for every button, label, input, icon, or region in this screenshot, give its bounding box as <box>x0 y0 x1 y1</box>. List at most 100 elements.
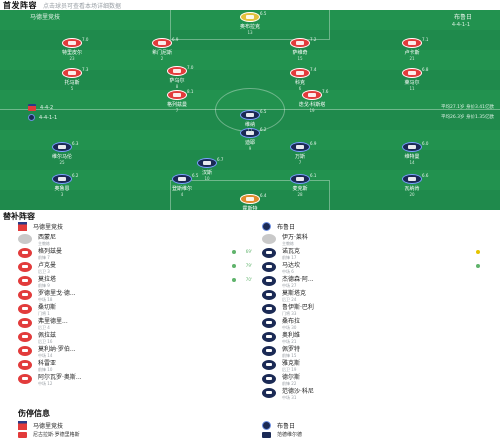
sub-meta: 中场 27 <box>282 282 297 288</box>
sub-row[interactable]: 阿尔瓦罗·奥斯... 中场 12 <box>18 372 258 386</box>
away-player[interactable]: 6.0 维特曼 14 <box>380 141 444 165</box>
away-player[interactable]: 6.7 汉斯 10 <box>175 157 239 181</box>
shirt-icon <box>262 388 276 398</box>
home-team-name: 马德里竞技 <box>30 14 61 21</box>
sub-row[interactable]: 佩罗特 前锋 15 <box>262 344 500 358</box>
player-number: 13 <box>247 30 253 35</box>
injury-icon <box>262 431 271 438</box>
away-player[interactable]: 6.5 登斯维尔 4 <box>150 173 214 197</box>
away-team-name: 布鲁日 <box>453 14 472 21</box>
home-player[interactable]: 8.1 格列兹曼 7 <box>145 89 209 113</box>
away-player[interactable]: 6.5 维纳 11 <box>218 109 282 133</box>
sub-row[interactable]: 奥利维 中场 21 <box>262 330 500 344</box>
sub-meta: 后卫 16 <box>38 338 53 344</box>
pitch: 马德里竞技 布鲁日 4-4-1-1 懂球帝 4-4-2 4-4-1-1 平均27… <box>0 10 500 210</box>
shirt-icon <box>240 194 260 204</box>
away-player[interactable]: 6.3 维尔马伦 25 <box>30 141 94 165</box>
shirt-icon <box>62 38 82 48</box>
away-player[interactable]: 6.6 瓦纳肯 20 <box>380 173 444 197</box>
sub-row[interactable]: 卢克曼 后卫 3 79' <box>18 260 258 274</box>
player-number: 6 <box>298 86 302 91</box>
shirt-icon <box>402 142 422 152</box>
away-player[interactable]: 6.2 迪耶 9 <box>218 127 282 151</box>
player-number: 10 <box>204 176 210 181</box>
sub-row[interactable]: 雅克斯 后卫 19 <box>262 358 500 372</box>
player-name: 萨维奇 <box>292 50 308 56</box>
sub-row[interactable]: 桑布拉 中场 30 <box>262 316 500 330</box>
player-name: 汉斯 <box>201 170 212 176</box>
coach-avatar <box>262 234 276 244</box>
sub-name: 鲁伊斯·巴利 <box>282 303 314 311</box>
sub-row[interactable]: 格列兹曼 前锋 7 69' <box>18 246 258 260</box>
home-player[interactable]: 6.8 莱马尔 11 <box>380 67 444 91</box>
lineup-title: 首发阵容 <box>3 0 37 10</box>
home-player[interactable]: 7.0 特里皮尔 23 <box>40 37 104 61</box>
away-coach[interactable]: 伊万·莱科 主教练 <box>262 232 500 246</box>
shirt-icon <box>52 142 72 152</box>
sub-meta: 中场 14 <box>38 352 53 358</box>
sub-row[interactable]: 弗里德里... 后卫 4 <box>18 316 258 330</box>
bottom-penalty-box <box>170 180 330 210</box>
sub-row[interactable]: 诺瓦克 前锋 17 <box>262 246 500 260</box>
sub-row[interactable]: 德尔斯 前锋 22 <box>262 372 500 386</box>
home-player[interactable]: 7.1 卢卡斯 21 <box>380 37 444 61</box>
player-number: 20 <box>409 192 415 197</box>
away-crest-icon <box>262 221 271 231</box>
shirt-icon <box>262 360 276 370</box>
player-rating: 7.1 <box>422 37 429 42</box>
sub-meta: 后卫 3 <box>38 268 50 274</box>
sub-row[interactable]: 莫斯塔克 后卫 24 <box>262 288 500 302</box>
shirt-icon <box>402 174 422 184</box>
shirt-icon <box>18 332 32 342</box>
home-player[interactable]: 6.5 奥布拉克 13 <box>218 11 282 35</box>
home-coach[interactable]: 西蒙尼 主教练 <box>18 232 258 246</box>
sub-row[interactable]: 科雷亚 前锋 10 <box>18 358 258 372</box>
shirt-icon <box>62 68 82 78</box>
sub-name: 德尔斯 <box>282 373 301 381</box>
substitution-icon <box>232 250 236 254</box>
sub-row[interactable]: 桑切斯 门将 1 <box>18 302 258 316</box>
player-rating: 7.4 <box>310 67 317 72</box>
home-player[interactable]: 6.9 希门尼斯 2 <box>130 37 194 61</box>
home-player[interactable]: 7.3 托马斯 5 <box>40 67 104 91</box>
player-rating: 6.5 <box>260 109 267 114</box>
away-player[interactable]: 6.4霍斯特1 <box>218 193 282 210</box>
away-player[interactable]: 6.9 万斯 7 <box>268 141 332 165</box>
sub-meta: 前锋 7 <box>38 254 50 260</box>
player-name: 奥布拉克 <box>239 24 260 30</box>
player-rating: 7.2 <box>310 37 317 42</box>
player-rating: 7.0 <box>82 37 89 42</box>
sub-row[interactable]: 鲁伊斯·巴利 门将 33 <box>262 302 500 316</box>
away-crest-icon <box>262 420 271 430</box>
injury-row[interactable]: 范德维尔德 <box>262 430 492 439</box>
sub-row[interactable]: 罗德里戈·德... 中场 18 <box>18 288 258 302</box>
shirt-icon <box>18 290 32 300</box>
home-player[interactable]: 7.2 萨维奇 15 <box>268 37 332 61</box>
sub-name: 罗德里戈·德... <box>38 289 76 297</box>
sub-name: 马达坎 <box>282 261 301 269</box>
shirt-icon <box>167 90 187 100</box>
injury-row[interactable]: 尼古拉斯·罗德里格斯 <box>18 430 248 439</box>
away-form-top: 4-4-1-1 <box>451 22 470 28</box>
sub-name: 莫斯塔克 <box>282 289 307 297</box>
home-player[interactable]: 7.0 萨乌尔 8 <box>145 65 209 89</box>
player-number: 2 <box>160 56 164 61</box>
shirt-icon <box>262 262 276 272</box>
player-name: 奥鲁恩 <box>54 186 70 192</box>
home-player[interactable]: 7.6 迭戈·科斯塔 19 <box>280 89 344 113</box>
player-number: 5 <box>70 86 74 91</box>
away-player[interactable]: 6.2 奥鲁恩 3 <box>30 173 94 197</box>
home-player[interactable]: 7.4 科克 6 <box>268 67 332 91</box>
away-player[interactable]: 6.1 麦克斯 28 <box>268 173 332 197</box>
player-name: 维尔马伦 <box>51 154 72 160</box>
sub-row[interactable]: 马达坎 中场 6 <box>262 260 500 274</box>
sub-name: 卢克曼 <box>38 261 57 269</box>
sub-row[interactable]: 佩拉兹 后卫 16 <box>18 330 258 344</box>
shirt-icon <box>290 68 310 78</box>
sub-row[interactable]: 莫利纳·罗伯... 中场 14 <box>18 344 258 358</box>
shirt-icon <box>240 110 260 120</box>
sub-row[interactable]: 莫拉塔 前锋 9 70' <box>18 274 258 288</box>
sub-row[interactable]: 杰德森·阿... 中场 27 <box>262 274 500 288</box>
sub-row[interactable]: 范德沙·科尼 中场 31 <box>262 386 500 400</box>
shirt-icon <box>18 318 32 328</box>
